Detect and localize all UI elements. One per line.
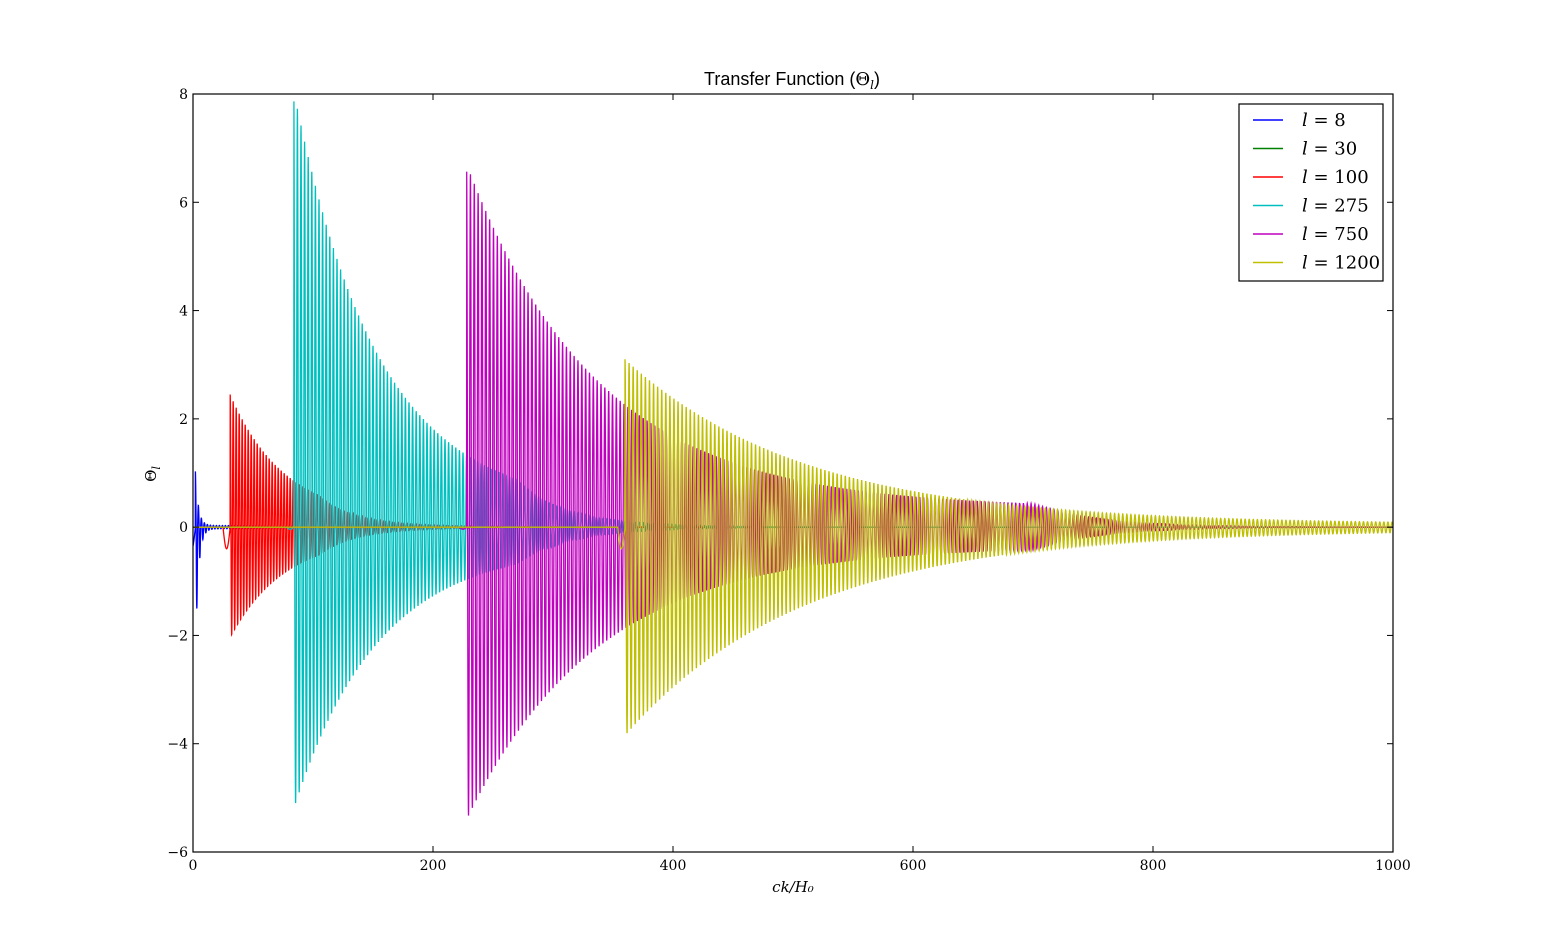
x-axis-label: ck/H₀: [772, 878, 814, 896]
y-tick-label: 4: [179, 304, 188, 320]
y-tick-label: 8: [179, 87, 188, 103]
series-layer: [193, 101, 1393, 816]
axes-frame: [192, 93, 1394, 853]
legend-label: l = 100: [1302, 167, 1369, 188]
x-tick-label: 1000: [1375, 858, 1411, 874]
legend: l = 8 l = 30 l = 100 l = 275 l = 750 l = 1200: [1238, 103, 1384, 282]
legend-label: l = 8: [1302, 110, 1346, 131]
y-tick-label: 0: [179, 520, 188, 536]
legend-label: l = 275: [1302, 196, 1369, 217]
y-tick-label: −6: [167, 845, 188, 861]
y-tick-label: 2: [179, 412, 188, 428]
legend-label: l = 1200: [1302, 253, 1380, 274]
x-tick-label: 200: [420, 858, 447, 874]
x-tick-label: 0: [189, 858, 198, 874]
x-tick-label: 800: [1140, 858, 1167, 874]
y-axis-ticks: −6 −4 −2 0 2 4 6 8: [167, 87, 1393, 861]
x-tick-label: 400: [660, 858, 687, 874]
x-axis-ticks: 0 200 400 600 800 1000: [189, 94, 1411, 874]
legend-box: [1238, 103, 1384, 282]
legend-label: l = 750: [1302, 224, 1369, 245]
y-axis-label: Θl: [142, 466, 163, 482]
x-tick-label: 600: [900, 858, 927, 874]
chart-title: Transfer Function (Θl): [704, 69, 880, 92]
y-tick-label: −2: [167, 628, 188, 644]
legend-label: l = 30: [1302, 139, 1357, 160]
y-tick-label: 6: [179, 195, 188, 211]
y-tick-label: −4: [167, 737, 188, 753]
